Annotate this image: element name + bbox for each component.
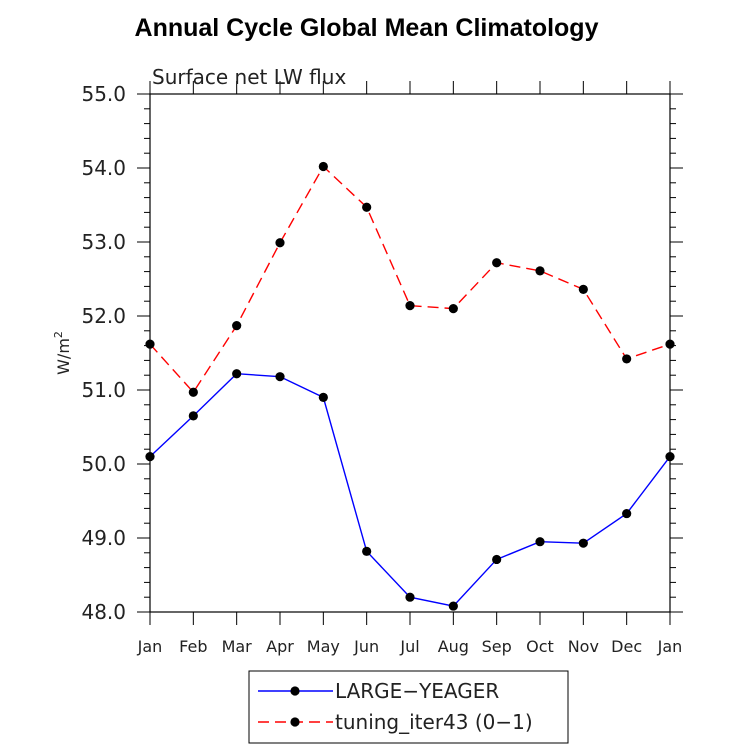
data-point xyxy=(535,537,545,547)
y-tick-label: 49.0 xyxy=(81,526,126,550)
legend: LARGE−YEAGER tuning_iter43 (0−1) xyxy=(248,670,569,744)
data-point xyxy=(318,392,328,402)
x-tick-label: Aug xyxy=(438,637,469,656)
chart-subtitle: Surface net LW flux xyxy=(152,65,346,89)
x-tick-label: Mar xyxy=(222,637,253,656)
x-tick-label: May xyxy=(307,637,340,656)
data-point xyxy=(362,546,372,556)
series-0 xyxy=(145,369,675,611)
data-point xyxy=(362,202,372,212)
plot-frame xyxy=(149,93,671,613)
x-tick-label: Oct xyxy=(526,637,554,656)
data-point xyxy=(492,258,502,268)
data-point xyxy=(448,601,458,611)
y-axis-label-text: W/m xyxy=(54,338,73,375)
y-tick-label: 48.0 xyxy=(81,600,126,624)
x-tick-label: Jun xyxy=(353,637,379,656)
data-point xyxy=(578,284,588,294)
data-point xyxy=(535,266,545,276)
series-layer xyxy=(145,161,675,611)
data-point xyxy=(492,554,502,565)
x-tick-label: Nov xyxy=(568,637,599,656)
data-point xyxy=(405,592,415,602)
legend-swatch-marker xyxy=(290,717,300,727)
data-point xyxy=(232,321,242,331)
chart-title: Annual Cycle Global Mean Climatology xyxy=(134,14,599,42)
x-tick-label: Dec xyxy=(611,637,642,656)
x-tick-label: Jul xyxy=(399,637,419,656)
y-axis-label-superscript: 2 xyxy=(52,331,65,338)
x-tick-label: Jan xyxy=(657,637,683,656)
x-tick-label: Apr xyxy=(266,637,294,656)
data-point xyxy=(622,508,632,519)
series-1 xyxy=(145,161,675,397)
legend-label: LARGE−YEAGER xyxy=(335,679,499,703)
data-point xyxy=(275,238,285,248)
legend-box xyxy=(248,670,569,744)
x-tick-label: Sep xyxy=(482,637,512,656)
series-line xyxy=(149,165,671,394)
data-point xyxy=(622,354,632,364)
legend-swatch-marker xyxy=(290,686,300,696)
axis-ticks xyxy=(137,81,683,625)
y-axis-label: W/m2 xyxy=(52,331,73,375)
legend-label: tuning_iter43 (0−1) xyxy=(335,710,533,734)
y-tick-label: 53.0 xyxy=(81,230,126,254)
data-point xyxy=(405,301,415,311)
data-point xyxy=(578,538,588,548)
data-point xyxy=(275,372,285,382)
y-tick-label: 51.0 xyxy=(81,378,126,402)
data-point xyxy=(665,339,675,349)
y-tick-label: 54.0 xyxy=(81,156,126,180)
data-point xyxy=(145,339,155,349)
axis-labels: Surface net LW flux 48.0 49.0 50.0 51.0 52.0 5… xyxy=(52,65,682,656)
y-tick-label: 52.0 xyxy=(81,304,126,328)
x-tick-label: Feb xyxy=(179,637,207,656)
plot-border xyxy=(149,93,671,613)
data-point xyxy=(318,161,328,172)
y-ticks xyxy=(137,93,683,613)
data-point xyxy=(665,452,675,462)
data-point xyxy=(188,387,198,397)
series-line xyxy=(149,373,671,607)
y-tick-label: 55.0 xyxy=(81,82,126,106)
x-ticks xyxy=(149,81,671,625)
data-point xyxy=(188,411,198,421)
data-point xyxy=(448,304,458,314)
legend-item: LARGE−YEAGER xyxy=(258,679,499,703)
data-point xyxy=(145,452,155,462)
y-tick-label: 50.0 xyxy=(81,452,126,476)
data-point xyxy=(232,369,242,379)
x-tick-label: Jan xyxy=(137,637,163,656)
legend-item: tuning_iter43 (0−1) xyxy=(258,710,533,734)
